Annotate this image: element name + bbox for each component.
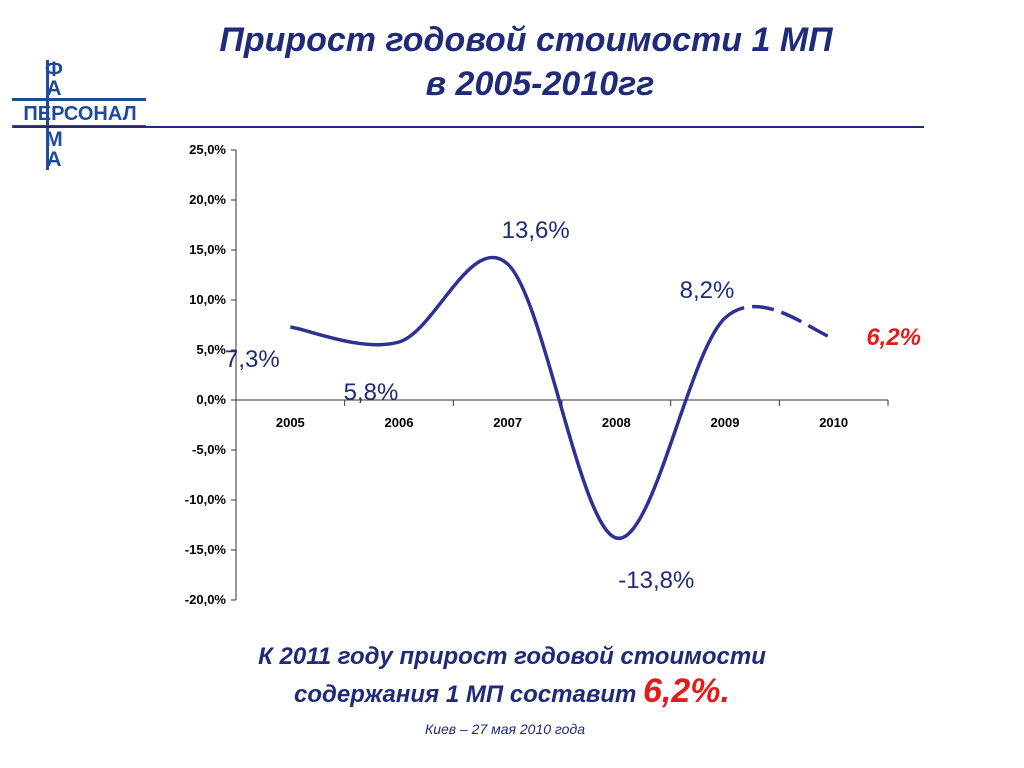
logo-letter-top-1: Ф	[45, 58, 63, 81]
x-tick-label: 2007	[493, 415, 522, 430]
y-tick-label: -10,0%	[185, 492, 227, 507]
y-tick-label: 10,0%	[189, 292, 226, 307]
data-label: 7,3%	[225, 346, 280, 373]
x-tick-label: 2009	[711, 415, 740, 430]
logo-letter-bottom-1: М	[45, 128, 63, 151]
y-tick-label: 0,0%	[196, 392, 226, 407]
x-tick-label: 2010	[819, 415, 848, 430]
data-label: 13,6%	[502, 217, 570, 244]
title-divider	[14, 126, 924, 128]
logo-letter-top-2: А	[46, 77, 62, 100]
footer-date: Киев – 27 мая 2010 года	[424, 721, 585, 737]
conclusion-line-1: К 2011 году прирост годовой стоимости	[258, 643, 766, 670]
data-label: 8,2%	[680, 277, 735, 304]
logo-word: ПЕРСОНАЛ	[23, 103, 137, 125]
y-tick-label: 25,0%	[189, 142, 226, 157]
x-tick-label: 2006	[385, 415, 414, 430]
x-tick-label: 2005	[276, 415, 305, 430]
logo-letter-bottom-2: А	[46, 148, 62, 171]
logo-vertical-bar	[46, 60, 49, 170]
y-tick-label: -15,0%	[185, 542, 227, 557]
conclusion-text: содержания 1 МП составит	[294, 681, 643, 708]
y-tick-label: -5,0%	[192, 442, 226, 457]
y-tick-label: 5,0%	[196, 342, 226, 357]
y-tick-label: 20,0%	[189, 192, 226, 207]
series-line-solid	[290, 255, 727, 540]
data-label: 5,8%	[344, 379, 399, 406]
title-line-2: в 2005-2010гг	[425, 65, 655, 103]
conclusion-value: 6,2%.	[643, 672, 730, 710]
data-label: -13,8%	[618, 567, 694, 594]
y-tick-label: -20,0%	[185, 592, 227, 607]
x-tick-label: 2008	[602, 415, 631, 430]
company-logo: Ф А ПЕРСОНАЛ М А	[12, 58, 148, 172]
title-line-1: Прирост годовой стоимости 1 МП	[219, 21, 833, 59]
y-tick-label: 15,0%	[189, 242, 226, 257]
conclusion-line-2: содержания 1 МП составит 6,2%.	[0, 674, 1024, 712]
series-line-forecast	[723, 304, 835, 340]
data-label: 6,2%	[866, 324, 921, 351]
logo-rule-top	[12, 98, 146, 101]
